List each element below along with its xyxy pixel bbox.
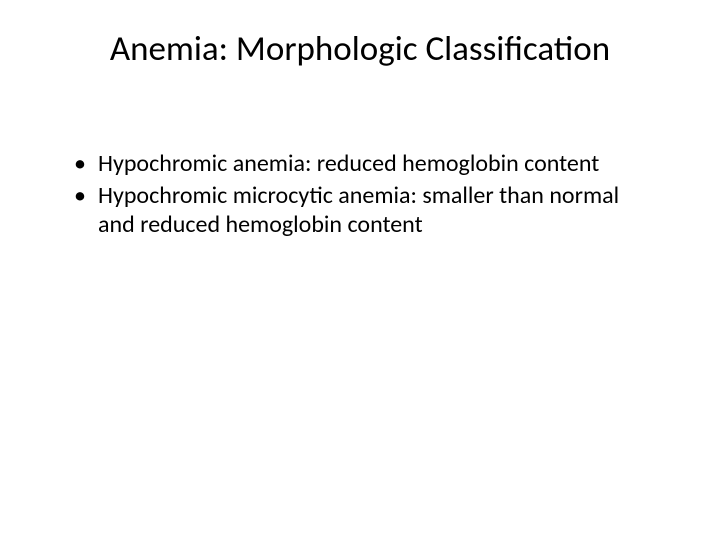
slide: Anemia: Morphologic Classification Hypoc… [0,0,720,540]
bullet-list: Hypochromic anemia: reduced hemoglobin c… [70,150,660,239]
list-item: Hypochromic anemia: reduced hemoglobin c… [70,150,660,178]
list-item: Hypochromic microcytic anemia: smaller t… [70,182,660,239]
slide-body: Hypochromic anemia: reduced hemoglobin c… [70,150,660,243]
slide-title: Anemia: Morphologic Classification [0,28,720,70]
